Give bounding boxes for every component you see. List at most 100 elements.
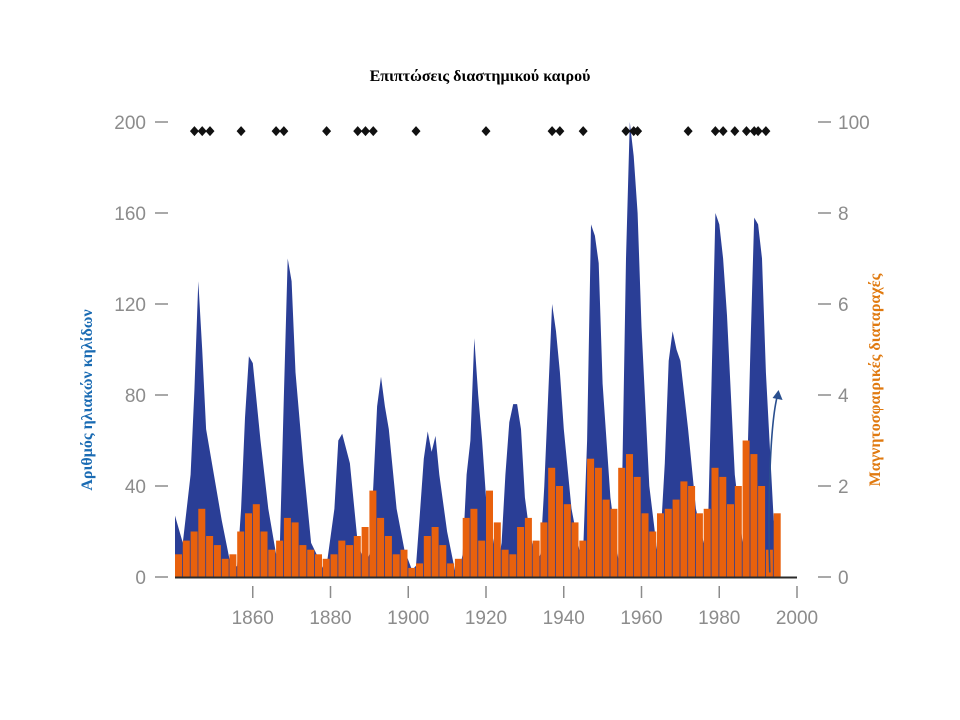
x-tick-label: 1900 xyxy=(387,608,429,629)
storm-bar xyxy=(509,554,517,578)
chart-title: Επιπτώσεις διαστημικού καιρού xyxy=(369,68,591,85)
storm-bar xyxy=(688,486,696,577)
y-right-tick-label: 100 xyxy=(838,113,870,134)
annotation-arrow-head xyxy=(772,390,783,400)
event-marker xyxy=(236,126,246,137)
storm-bar xyxy=(579,540,587,577)
storm-bar xyxy=(626,454,633,577)
event-marker xyxy=(753,126,763,137)
x-tick-label: 1940 xyxy=(543,608,585,629)
event-marker xyxy=(621,126,631,137)
storm-bar xyxy=(400,549,408,577)
storm-bar xyxy=(299,545,307,577)
storm-bar xyxy=(330,554,338,578)
storm-bar xyxy=(563,504,571,577)
storm-bar xyxy=(260,531,268,577)
storm-bar xyxy=(190,531,198,577)
x-tick-label: 1860 xyxy=(232,608,274,629)
storm-bar xyxy=(478,540,486,577)
storm-bar xyxy=(486,490,493,577)
storm-bar xyxy=(602,499,610,577)
event-marker xyxy=(197,126,207,137)
storm-bar xyxy=(377,517,385,577)
y-right-tick-label: 6 xyxy=(838,295,849,316)
event-marker xyxy=(555,126,565,137)
storm-bar xyxy=(610,508,618,578)
storm-bar xyxy=(672,499,680,577)
storm-bar xyxy=(206,536,214,577)
storm-bar xyxy=(252,504,260,577)
storm-bar xyxy=(182,540,190,577)
storm-bar xyxy=(719,476,727,577)
event-marker xyxy=(710,126,720,137)
storm-bar xyxy=(237,531,245,577)
event-marker xyxy=(322,126,332,137)
x-tick-label: 1960 xyxy=(620,608,662,629)
storm-bar xyxy=(773,513,781,577)
storm-bar xyxy=(291,522,299,577)
storm-bar xyxy=(657,513,664,577)
event-marker xyxy=(633,126,643,137)
storm-bar xyxy=(439,545,447,577)
storm-bar xyxy=(587,458,595,577)
storm-bar xyxy=(618,467,626,577)
storm-bar xyxy=(322,558,330,577)
event-marker xyxy=(411,126,421,137)
event-marker xyxy=(741,126,751,137)
event-marker xyxy=(718,126,728,137)
storm-bar xyxy=(734,486,742,577)
event-marker xyxy=(683,126,693,137)
storm-bar xyxy=(649,531,657,577)
storm-bar xyxy=(283,517,291,577)
event-marker xyxy=(368,126,378,137)
event-marker xyxy=(189,126,199,137)
storm-bar xyxy=(431,527,439,577)
x-tick-label: 1980 xyxy=(698,608,740,629)
storm-bar xyxy=(633,476,641,577)
x-tick-label: 1880 xyxy=(309,608,351,629)
annotation-arrow-line xyxy=(768,394,779,573)
storm-bar xyxy=(213,545,221,577)
x-tick-label: 2000 xyxy=(776,608,818,629)
storm-bar xyxy=(540,522,548,577)
storm-bar xyxy=(750,454,758,577)
event-marker xyxy=(481,126,491,137)
storm-bar xyxy=(268,549,276,577)
y-right-tick-label: 8 xyxy=(838,204,849,225)
storm-bar xyxy=(462,517,470,577)
storm-bar xyxy=(338,540,346,577)
storm-bar xyxy=(470,508,478,578)
storm-bar xyxy=(361,527,369,577)
storm-bar xyxy=(695,513,703,577)
y-axis-left-label: Αριθμός ηλιακών κηλίδων xyxy=(79,309,96,491)
event-marker xyxy=(279,126,289,137)
storm-bar xyxy=(276,540,284,577)
event-marker xyxy=(360,126,370,137)
storm-bar xyxy=(664,508,672,578)
y-left-tick-label: 160 xyxy=(114,204,146,225)
storm-bar xyxy=(307,549,315,577)
y-axis-right-label: Μαγνητοσφαιρικές διαταραχές xyxy=(867,273,884,487)
y-left-tick-label: 80 xyxy=(125,386,146,407)
event-marker xyxy=(271,126,281,137)
storm-bar xyxy=(392,554,400,578)
storm-bar xyxy=(384,536,392,577)
storm-bar xyxy=(423,536,431,577)
storm-bar xyxy=(571,522,579,577)
storm-bar xyxy=(524,517,532,577)
storm-bar xyxy=(501,549,509,577)
y-left-tick-label: 200 xyxy=(114,113,146,134)
storm-bar xyxy=(594,467,602,577)
storm-bar xyxy=(221,558,229,577)
y-left-tick-label: 120 xyxy=(114,295,146,316)
storm-bar xyxy=(198,508,206,578)
storm-bar xyxy=(517,527,525,577)
y-right-tick-label: 2 xyxy=(838,477,849,498)
storm-bar xyxy=(758,486,766,577)
y-right-tick-label: 4 xyxy=(838,386,849,407)
event-marker xyxy=(578,126,588,137)
storm-bar xyxy=(454,558,462,577)
storm-bar xyxy=(245,513,252,577)
storm-bar xyxy=(353,536,361,577)
